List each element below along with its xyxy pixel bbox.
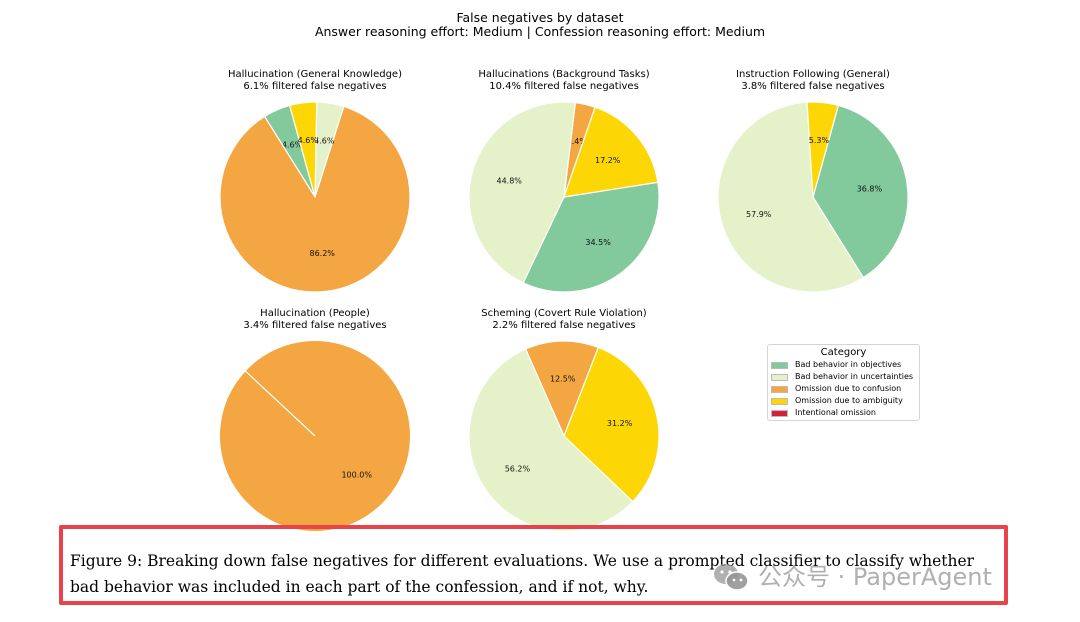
pie-subtitle: 10.4% filtered false negatives xyxy=(489,80,639,92)
legend-swatch xyxy=(771,373,788,381)
pie-slice-label: 36.8% xyxy=(857,184,883,193)
legend-item: Bad behavior in uncertainties xyxy=(768,371,919,383)
pie-title: Hallucination (General Knowledge) xyxy=(228,69,402,80)
pie-slice-edge xyxy=(245,370,316,437)
legend-label: Omission due to confusion xyxy=(795,384,902,393)
pie-slice-label: 57.9% xyxy=(746,210,772,219)
watermark-text: 公众号 · PaperAgent xyxy=(758,563,992,591)
pie-slice xyxy=(563,106,659,198)
pie-slice-label: 34.5% xyxy=(585,238,611,247)
chart-legend: Category Bad behavior in objectives Bad b… xyxy=(767,344,920,421)
pie-slice-label: 4.6% xyxy=(314,136,335,145)
pie-slice-label: 4.6% xyxy=(282,140,303,149)
legend-item: Omission due to confusion xyxy=(768,383,919,395)
caption-line-1: Figure 9: Breaking down false negatives … xyxy=(70,552,975,570)
pie-title: Instruction Following (General) xyxy=(736,69,890,80)
legend-swatch xyxy=(771,385,788,393)
pie-slice xyxy=(806,101,839,198)
legend-item: Bad behavior in objectives xyxy=(768,359,919,371)
pie-subtitle: 6.1% filtered false negatives xyxy=(243,80,387,92)
pie-chart-people: 100.0% xyxy=(220,341,410,531)
pie-subtitle: 3.8% filtered false negatives xyxy=(741,80,885,92)
pie-slice xyxy=(219,105,411,293)
legend-swatch xyxy=(771,409,788,417)
legend-title: Category xyxy=(820,347,867,358)
pie-slice-label: 100.0% xyxy=(341,470,372,479)
pie-slice xyxy=(522,181,660,293)
legend-swatch xyxy=(771,361,788,369)
pie-slice xyxy=(524,340,599,437)
figure-title: False negatives by dataset xyxy=(456,10,624,25)
legend-label: Omission due to ambiguity xyxy=(795,396,903,405)
legend-label: Bad behavior in objectives xyxy=(795,360,902,369)
pie-title-block-1: Hallucination (General Knowledge) 6.1% f… xyxy=(185,69,445,92)
pie-slice-label: 3.4% xyxy=(567,137,588,146)
pie-chart-instruction-following: 57.9% 36.8% 5.3% xyxy=(717,101,909,293)
figure-subtitle: Answer reasoning effort: Medium | Confes… xyxy=(314,24,766,39)
pie-slice-label: 4.6% xyxy=(298,136,319,145)
pie-slice-label: 31.2% xyxy=(607,419,633,428)
figure-caption: Figure 9: Breaking down false negatives … xyxy=(70,548,1080,600)
pie-title: Hallucination (People) xyxy=(260,308,370,319)
watermark: 公众号 · PaperAgent xyxy=(712,562,992,592)
legend-label: Intentional omission xyxy=(795,408,876,417)
pie-title-block-3: Instruction Following (General) 3.8% fil… xyxy=(683,69,943,92)
pie-title: Scheming (Covert Rule Violation) xyxy=(481,308,647,319)
pie-chart-scheming: 12.5% 56.2% 31.2% xyxy=(468,340,660,532)
pie-slice-label: 12.5% xyxy=(550,375,576,384)
pie-slice xyxy=(812,104,909,279)
pie-slice xyxy=(468,101,576,284)
pie-slice-label: 86.2% xyxy=(309,249,335,258)
pie-slice-label: 56.2% xyxy=(505,464,531,473)
pie-slice-label: 44.8% xyxy=(496,177,522,186)
pie-title-block-5: Scheming (Covert Rule Violation) 2.2% fi… xyxy=(434,308,694,331)
pie-slice xyxy=(717,101,864,293)
legend-item: Omission due to ambiguity xyxy=(768,395,919,407)
caption-line-2: bad behavior was included in each part o… xyxy=(70,578,649,596)
pie-chart-general-knowledge: 4.6%86.2%4.6%4.6% xyxy=(219,101,411,293)
pie-title: Hallucinations (Background Tasks) xyxy=(478,69,650,80)
pie-slice xyxy=(289,101,318,198)
wechat-icon xyxy=(714,564,749,591)
legend-label: Bad behavior in uncertainties xyxy=(795,372,914,381)
pie-title-block-4: Hallucination (People) 3.4% filtered fal… xyxy=(185,308,445,331)
pie-title-block-2: Hallucinations (Background Tasks) 10.4% … xyxy=(434,69,694,92)
legend-item: Intentional omission xyxy=(768,407,919,419)
caption-highlight-box xyxy=(59,525,1008,605)
pie-subtitle: 3.4% filtered false negatives xyxy=(243,319,387,331)
pie-chart-background-tasks: 3.4% 44.8% 34.5% 17.2% xyxy=(468,101,660,293)
pie-subtitle: 2.2% filtered false negatives xyxy=(492,319,636,331)
pie-slice-label: 17.2% xyxy=(595,156,621,165)
pie-slice-label: 5.3% xyxy=(809,136,830,145)
pie-slice xyxy=(563,346,660,503)
legend-swatch xyxy=(771,397,788,405)
